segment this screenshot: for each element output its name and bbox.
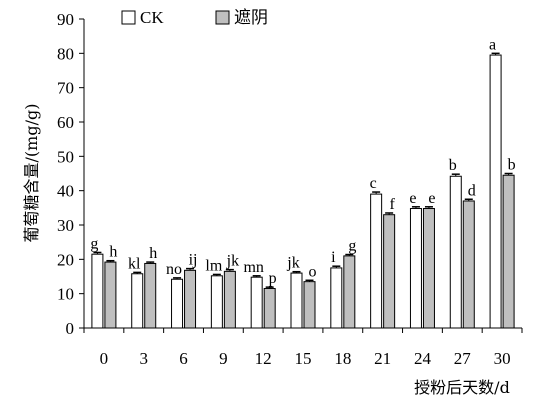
- sig-label-1-21: f: [389, 196, 395, 213]
- bar-shade-0: [104, 261, 117, 329]
- x-axis-title: 授粉后天数/d: [414, 378, 510, 397]
- axes: 0 10 20 30 40 50 60 70 80 90: [57, 10, 523, 338]
- bar-shade-30: [502, 174, 515, 329]
- bar-shade-3: [144, 262, 157, 329]
- bar-shade-9: [223, 270, 236, 329]
- x-tick-label-12: 12: [255, 349, 272, 368]
- sig-label-0-27: b: [449, 157, 457, 174]
- y-tick-label-70: 70: [57, 79, 74, 98]
- sig-label-0-6: no: [166, 261, 182, 278]
- bar-ck-0: [91, 253, 104, 329]
- legend-shade-label: 遮阴: [234, 8, 268, 27]
- bar-ck-27: [449, 175, 462, 329]
- y-tick-label-10: 10: [57, 285, 74, 304]
- x-tick-label-0: 0: [100, 349, 109, 368]
- bar-ck-30: [489, 54, 502, 329]
- y-tick-label-0: 0: [66, 319, 75, 338]
- y-tick-label-40: 40: [57, 182, 74, 201]
- x-tick-label-3: 3: [139, 349, 148, 368]
- legend: CK 遮阴: [121, 8, 268, 27]
- sig-label-1-24: e: [428, 190, 435, 207]
- sig-label-1-15: o: [309, 263, 317, 280]
- sig-label-1-9: jk: [226, 253, 239, 270]
- y-tick-label-20: 20: [57, 250, 74, 269]
- y-tick-label-30: 30: [57, 216, 74, 235]
- sig-label-0-12: mn: [243, 259, 263, 276]
- sig-label-1-12: p: [269, 270, 277, 287]
- legend-ck-swatch: [121, 10, 136, 25]
- bar-ck-6: [171, 278, 184, 329]
- sig-label-1-3: h: [149, 245, 157, 262]
- x-tick-label-9: 9: [219, 349, 228, 368]
- sig-label-0-0: g: [90, 235, 98, 252]
- x-tick-label-30: 30: [494, 349, 511, 368]
- x-tick-label-24: 24: [414, 349, 432, 368]
- sig-label-0-18: i: [331, 249, 336, 266]
- y-tick-label-80: 80: [57, 44, 74, 63]
- bar-shade-24: [422, 208, 435, 329]
- y-tick-label-90: 90: [57, 10, 74, 29]
- sig-label-1-6: ij: [189, 252, 198, 269]
- y-axis-title: 葡萄糖含量/(mg/g): [22, 104, 41, 243]
- legend-ck-label: CK: [140, 8, 164, 27]
- x-tick-label-15: 15: [295, 349, 312, 368]
- sig-label-1-30: b: [508, 157, 516, 174]
- bar-ck-21: [370, 193, 383, 329]
- sig-label-1-18: g: [348, 238, 356, 255]
- bar-ck-15: [290, 272, 303, 329]
- bar-shade-15: [303, 281, 316, 329]
- sig-label-0-21: c: [370, 175, 377, 192]
- sig-label-0-30: a: [489, 36, 496, 53]
- bar-ck-3: [131, 273, 144, 329]
- sig-label-0-3: kl: [128, 255, 141, 272]
- y-tick-label-50: 50: [57, 147, 74, 166]
- x-tick-label-6: 6: [179, 349, 188, 368]
- bar-ck-9: [210, 275, 223, 329]
- sig-label-0-9: lm: [205, 257, 222, 274]
- bar-ck-18: [330, 267, 343, 329]
- sig-label-0-24: e: [409, 190, 416, 207]
- sig-label-0-15: jk: [286, 255, 299, 272]
- y-tick-label-60: 60: [57, 113, 74, 132]
- sig-label-1-0: h: [109, 244, 117, 261]
- bar-ck-12: [250, 276, 263, 329]
- bar-shade-18: [343, 255, 356, 329]
- legend-shade-swatch: [215, 10, 230, 25]
- bar-shade-12: [263, 288, 276, 329]
- bar-shade-21: [383, 214, 396, 329]
- bar-shade-6: [184, 269, 197, 329]
- x-tick-label-21: 21: [374, 349, 391, 368]
- bar-ck-24: [409, 208, 422, 329]
- x-tick-label-18: 18: [334, 349, 351, 368]
- sig-label-1-27: d: [468, 182, 476, 199]
- bar-shade-27: [462, 200, 475, 329]
- bars: [91, 52, 515, 329]
- x-tick-label-27: 27: [454, 349, 472, 368]
